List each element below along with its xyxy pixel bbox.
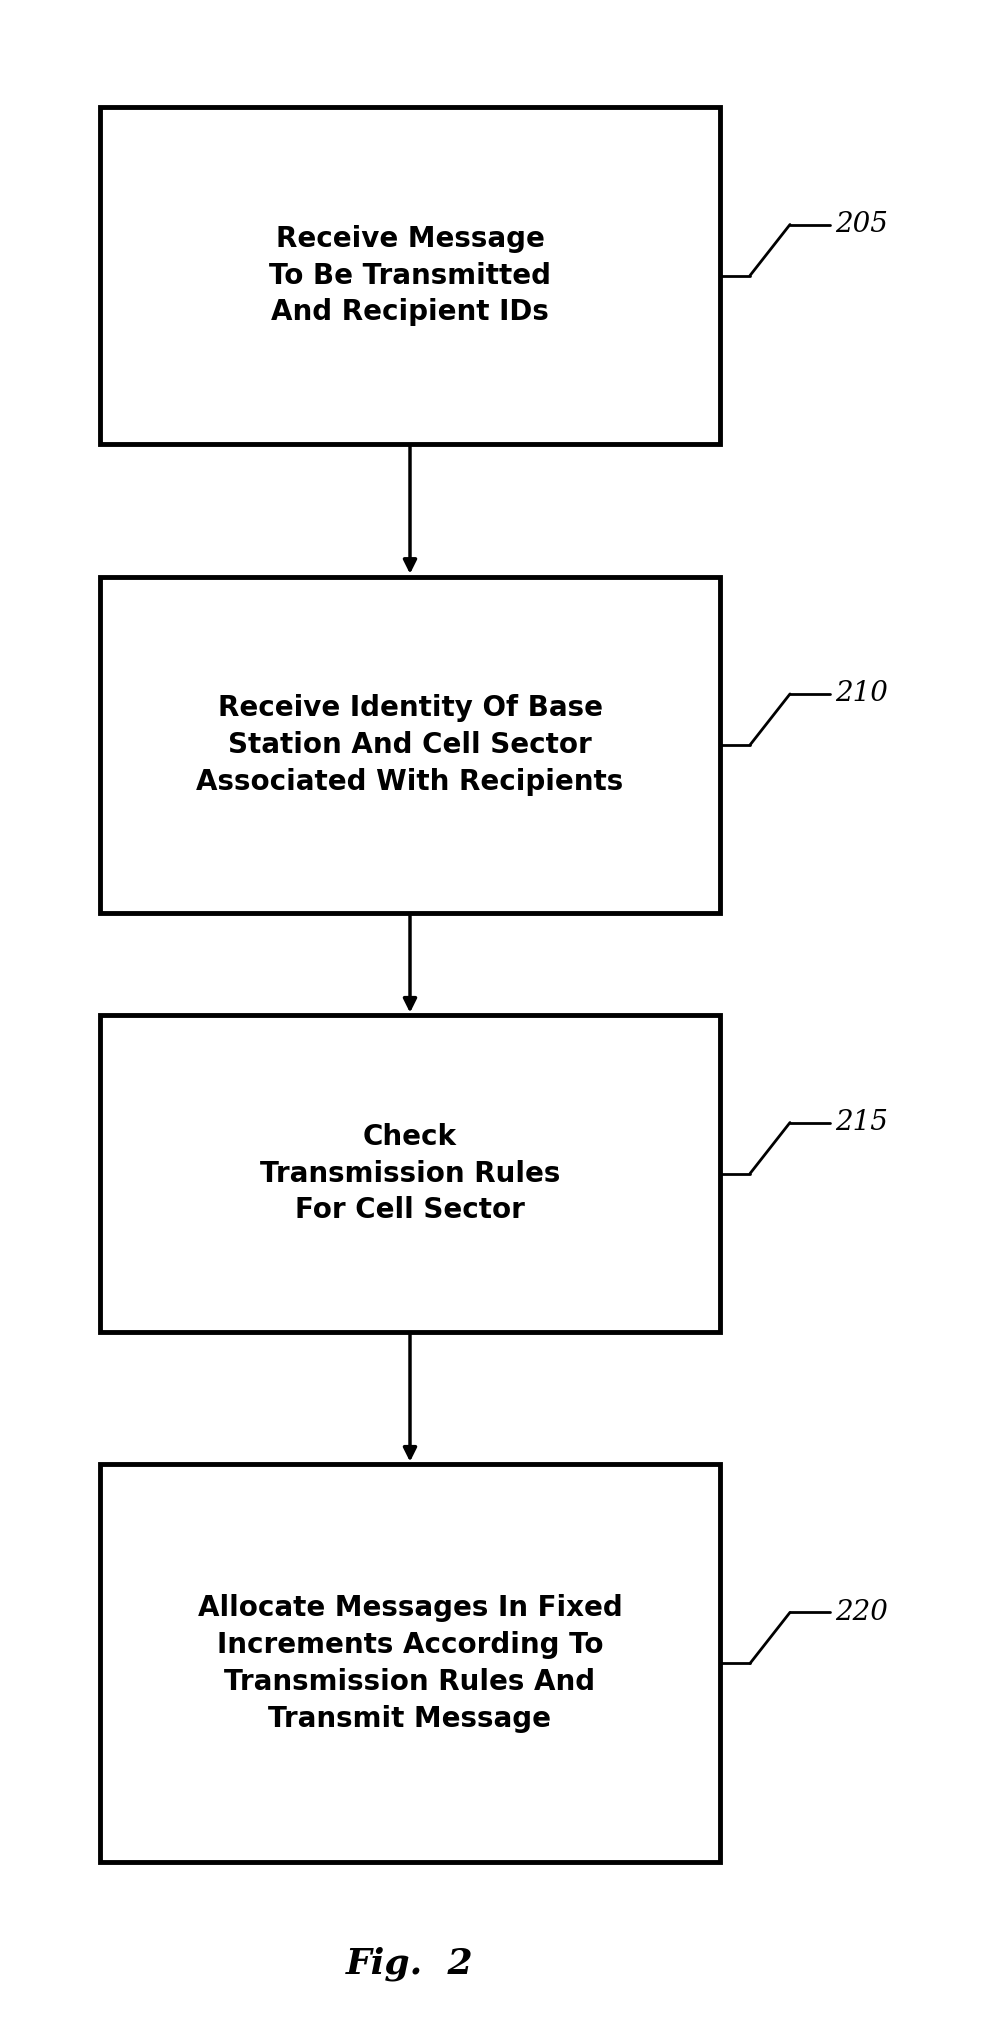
- Text: Check
Transmission Rules
For Cell Sector: Check Transmission Rules For Cell Sector: [260, 1123, 560, 1225]
- FancyBboxPatch shape: [100, 1465, 720, 1861]
- Text: Receive Identity Of Base
Station And Cell Sector
Associated With Recipients: Receive Identity Of Base Station And Cel…: [196, 694, 624, 796]
- Text: 210: 210: [835, 680, 888, 708]
- Text: 215: 215: [835, 1108, 888, 1137]
- Text: 220: 220: [835, 1598, 888, 1627]
- Text: 205: 205: [835, 210, 888, 239]
- FancyBboxPatch shape: [100, 1016, 720, 1333]
- Text: Receive Message
To Be Transmitted
And Recipient IDs: Receive Message To Be Transmitted And Re…: [269, 225, 551, 327]
- Text: Allocate Messages In Fixed
Increments According To
Transmission Rules And
Transm: Allocate Messages In Fixed Increments Ac…: [198, 1594, 622, 1733]
- FancyBboxPatch shape: [100, 106, 720, 445]
- FancyBboxPatch shape: [100, 576, 720, 914]
- Text: Fig.  2: Fig. 2: [346, 1947, 474, 1980]
